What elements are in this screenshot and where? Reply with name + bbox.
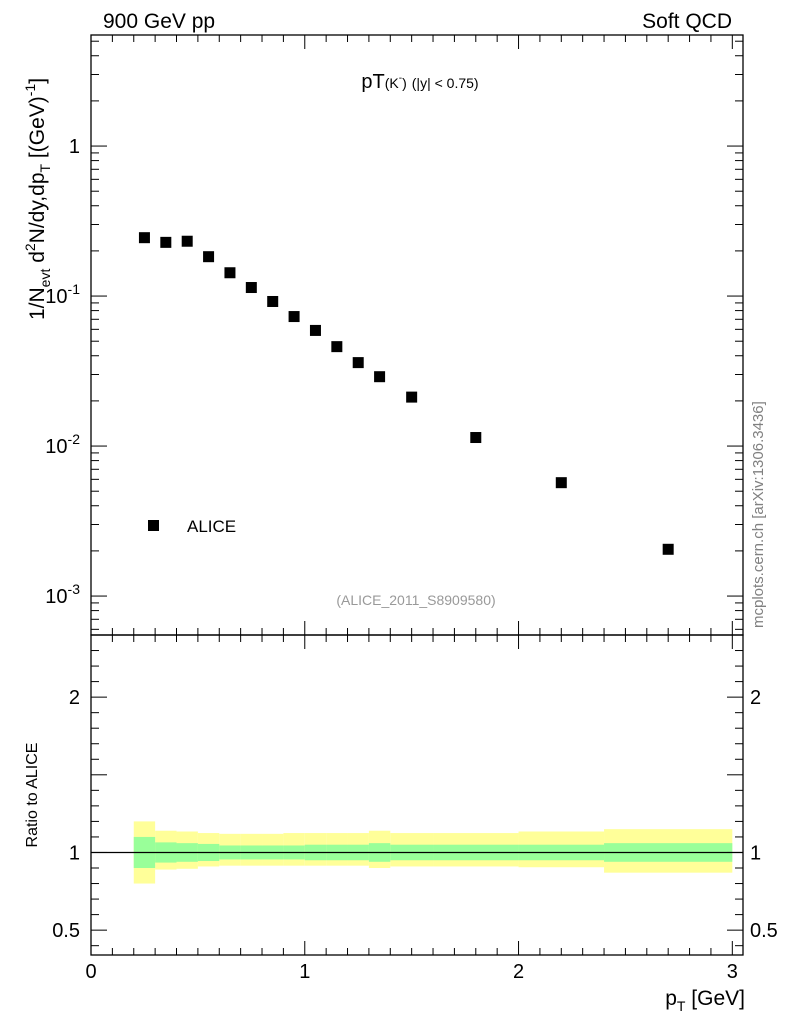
x-axis-label: pT [GeV] bbox=[665, 987, 745, 1014]
x-tick-label: 2 bbox=[513, 961, 524, 983]
data-points bbox=[138, 232, 674, 555]
ratio-y-tick-label-right: 2 bbox=[750, 687, 761, 709]
ratio-panel-frame bbox=[90, 634, 744, 956]
data-point bbox=[245, 282, 257, 294]
data-point bbox=[374, 371, 386, 383]
header-right: Soft QCD bbox=[642, 10, 732, 33]
main-y-tick-label: 10-2 bbox=[45, 431, 80, 458]
tick-exponent: -1 bbox=[68, 281, 81, 297]
tick-base: 1 bbox=[69, 136, 80, 158]
data-point bbox=[406, 391, 418, 403]
side-source-label: mcplots.cern.ch [arXiv:1306.3436] bbox=[750, 401, 767, 628]
ratio-y-tick-label-right: 1 bbox=[750, 842, 761, 864]
main-panel-frame bbox=[90, 34, 744, 636]
ratio-y-tick-label-left: 2 bbox=[69, 687, 80, 709]
title-cut: (|y| < 0.75) bbox=[412, 75, 479, 91]
tick-exponent: -2 bbox=[68, 431, 81, 447]
main-y-tick-label: 10-3 bbox=[45, 581, 80, 608]
main-y-axis-label: 1/Nevt d2N/dy,dpT [(GeV)-1] bbox=[22, 78, 53, 320]
data-point bbox=[138, 232, 150, 244]
tick-base: 10 bbox=[45, 586, 67, 608]
plot-title: pT(K-) (|y| < 0.75) bbox=[361, 71, 478, 93]
title-particle: (K bbox=[385, 75, 400, 91]
x-tick-label: 3 bbox=[727, 961, 738, 983]
data-point bbox=[309, 324, 321, 336]
title-main: pT bbox=[361, 71, 384, 93]
tick-base: 10 bbox=[45, 286, 67, 308]
data-point bbox=[203, 251, 215, 263]
tick-exponent: -3 bbox=[68, 581, 81, 597]
ratio-y-tick-label-right: 0.5 bbox=[750, 920, 778, 942]
ratio-y-tick-label-left: 1 bbox=[69, 842, 80, 864]
tick-base: 10 bbox=[45, 436, 67, 458]
header-left: 900 GeV pp bbox=[103, 10, 215, 33]
data-point bbox=[160, 236, 172, 248]
legend-label: ALICE bbox=[187, 517, 236, 536]
ratio-y-axis-label: Ratio to ALICE bbox=[24, 743, 41, 848]
legend-marker bbox=[148, 520, 159, 531]
data-point bbox=[555, 477, 567, 489]
data-point bbox=[181, 235, 193, 247]
data-point bbox=[470, 432, 482, 444]
x-tick-label: 0 bbox=[85, 961, 96, 983]
title-particle-close: ) bbox=[402, 75, 407, 91]
main-y-tick-label: 1 bbox=[69, 136, 80, 158]
analysis-tag: (ALICE_2011_S8909580) bbox=[336, 592, 495, 608]
data-point bbox=[288, 311, 300, 323]
ratio-y-tick-label-left: 0.5 bbox=[52, 920, 80, 942]
axis-ticks bbox=[90, 35, 743, 955]
data-point bbox=[662, 543, 674, 555]
data-point bbox=[224, 267, 236, 279]
main-y-tick-label: 10-1 bbox=[45, 281, 80, 308]
data-point bbox=[267, 295, 279, 307]
ratio-bands bbox=[133, 821, 733, 884]
data-point bbox=[352, 357, 364, 369]
x-tick-label: 1 bbox=[299, 961, 310, 983]
data-point bbox=[331, 341, 343, 353]
title-particle-sup: - bbox=[399, 73, 402, 84]
